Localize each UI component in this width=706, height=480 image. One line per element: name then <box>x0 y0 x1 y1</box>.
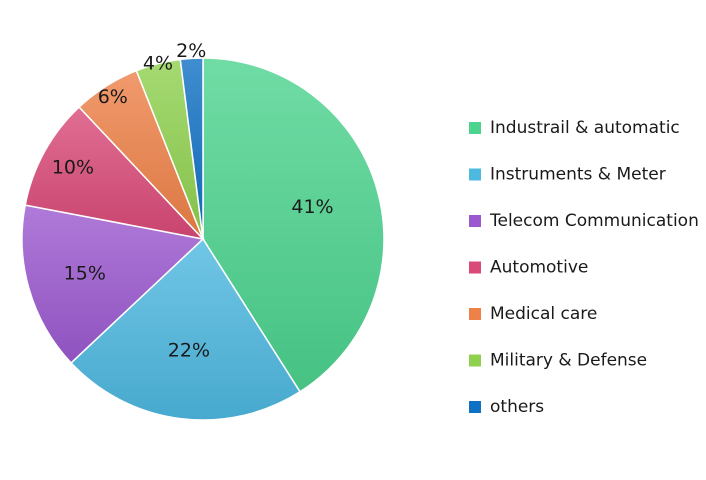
data-label-automotive: 10% <box>52 157 94 179</box>
legend-label-telecom-communication: Telecom Communication <box>489 211 699 231</box>
legend-label-instruments-meter: Instruments & Meter <box>490 165 666 185</box>
legend-label-military-defense: Military & Defense <box>490 351 647 371</box>
pie-slice-others <box>179 57 204 240</box>
data-label-industrail-automatic: 41% <box>291 196 333 218</box>
legend-swatch-automotive <box>469 261 481 274</box>
legend-swatch-medical-care <box>469 308 481 320</box>
legend-swatch-others <box>469 401 481 413</box>
legend-label-automotive: Automotive <box>490 258 588 278</box>
data-label-others: 2% <box>176 40 206 62</box>
legend-swatch-telecom-communication <box>469 215 481 227</box>
legend-swatch-military-defense <box>469 354 481 367</box>
data-label-telecom-communication: 15% <box>64 262 106 284</box>
legend-label-others: others <box>490 397 544 417</box>
pie-slice-telecom-communication <box>21 204 205 364</box>
legend-label-medical-care: Medical care <box>490 304 597 324</box>
pie-slice-industrail-automatic <box>202 57 385 393</box>
pie-slice-instruments-meter <box>69 237 302 421</box>
pie-slice-automotive <box>24 105 206 241</box>
legend-swatch-industrail-automatic <box>469 122 481 134</box>
legend-label-industrail-automatic: Industrail & automatic <box>490 118 680 138</box>
legend-swatch-instruments-meter <box>469 168 481 181</box>
data-label-medical-care: 6% <box>98 86 128 108</box>
data-label-military-defense: 4% <box>143 53 173 75</box>
data-label-instruments-meter: 22% <box>168 339 210 361</box>
